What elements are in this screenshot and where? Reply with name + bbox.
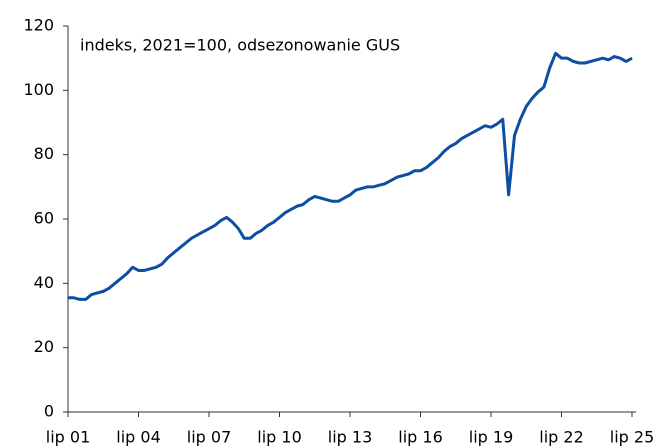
x-tick-label: lip 01 [46,428,91,447]
x-tick-label: lip 16 [398,428,443,447]
y-tick-label: 0 [44,402,54,421]
line-series [68,51,633,301]
y-tick-label: 80 [34,144,54,163]
x-tick-label: lip 22 [539,428,584,447]
y-tick-label: 100 [23,80,54,99]
y-tick-label: 120 [23,16,54,35]
x-tick-label: lip 19 [469,428,514,447]
y-tick-label: 40 [34,273,54,292]
x-tick-label: lip 04 [116,428,161,447]
x-tick-label: lip 07 [187,428,232,447]
y-tick-label: 20 [34,337,54,356]
x-tick-label: lip 25 [610,428,655,447]
x-tick-label: lip 13 [328,428,373,447]
annotation: indeks, 2021=100, odsezonowanie GUS [80,36,400,55]
x-tick-label: lip 10 [257,428,302,447]
y-tick-label: 60 [34,209,54,228]
